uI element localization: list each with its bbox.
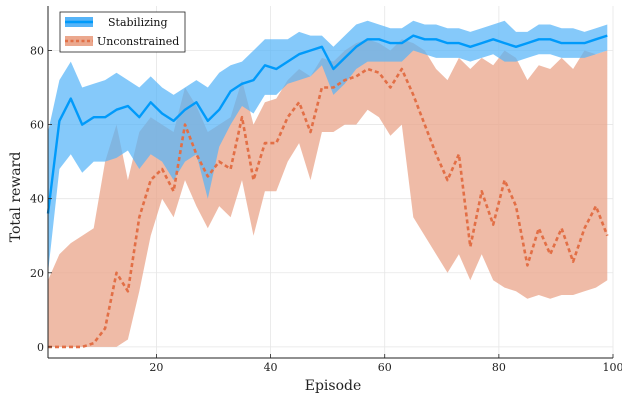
series-line-unconstrained (48, 67, 609, 349)
tick-labels: 20 40 60 80 100 0 20 40 60 80 (30, 44, 622, 374)
band-stabilizing (48, 20, 608, 273)
legend-label-unconstrained: Unconstrained (97, 35, 179, 48)
x-tick-label-40: 40 (264, 361, 278, 374)
x-tick-label-20: 20 (149, 361, 163, 374)
legend-label-stabilizing: Stabilizing (108, 16, 168, 29)
y-tick-label-60: 60 (30, 119, 44, 132)
legend-entry-unconstrained: Unconstrained (65, 35, 179, 48)
axes (47, 6, 614, 359)
y-axis-label: Total reward (8, 152, 24, 243)
y-tick-label-40: 40 (30, 193, 44, 206)
x-tick-label-80: 80 (492, 361, 506, 374)
x-tick-label-100: 100 (603, 361, 622, 374)
y-tick-label-20: 20 (30, 267, 44, 280)
series-lines (46, 34, 609, 349)
legend: Stabilizing Unconstrained (59, 11, 186, 53)
y-tick-label-80: 80 (30, 44, 44, 57)
legend-entry-stabilizing: Stabilizing (65, 16, 168, 29)
x-tick-label-60: 60 (378, 361, 392, 374)
confidence-bands (48, 20, 608, 347)
series-line-stabilizing (46, 34, 608, 214)
y-tick-label-0: 0 (37, 341, 44, 354)
x-axis-label: Episode (305, 378, 362, 394)
